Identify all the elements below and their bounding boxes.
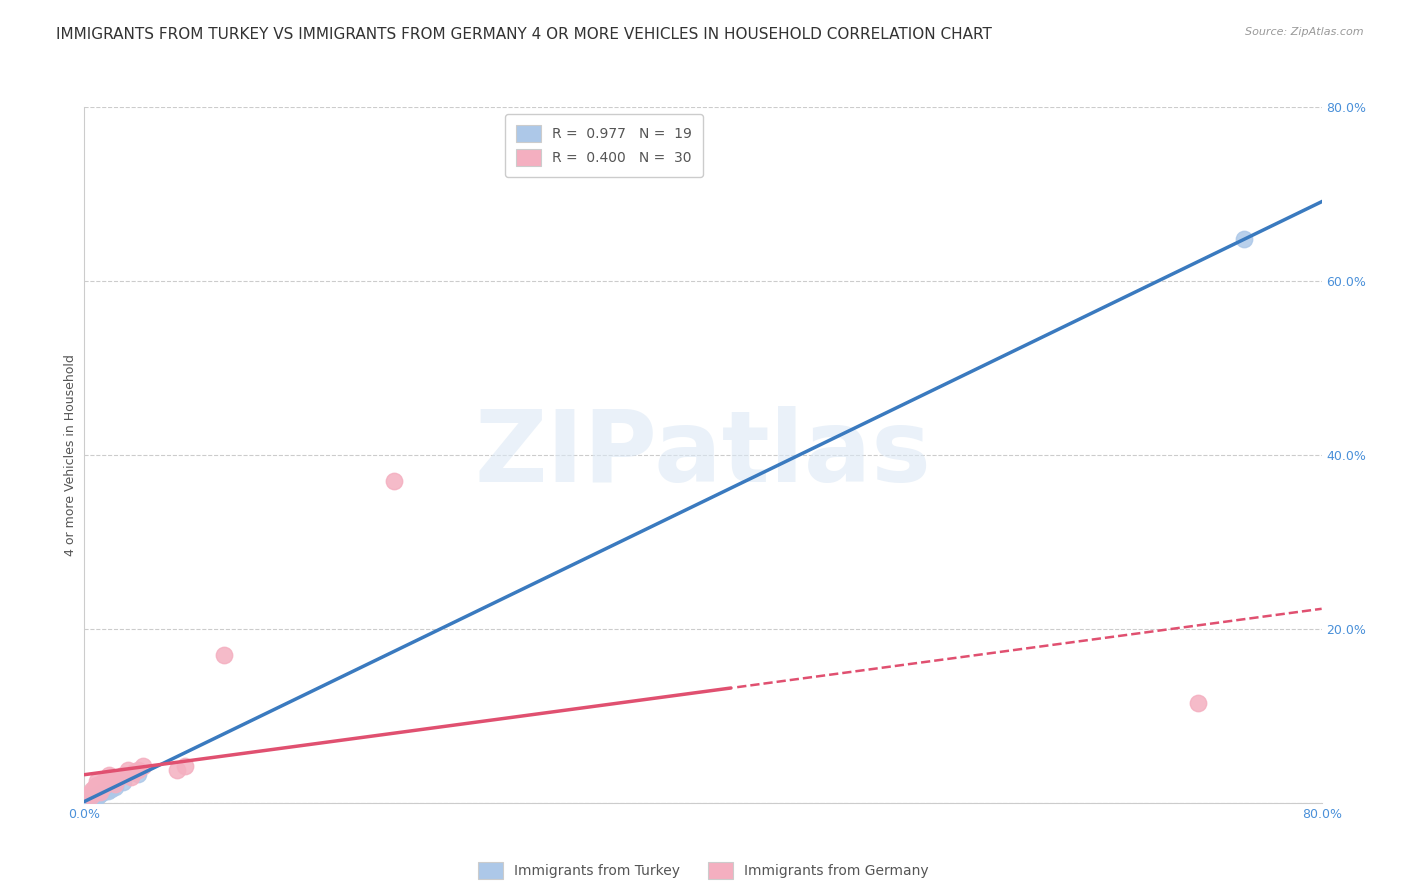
Point [82, 790, 104, 805]
Point [84, 780, 107, 794]
Point [101, 774, 124, 789]
Point [89, 787, 111, 801]
Point [90, 786, 112, 800]
Point [98, 768, 121, 782]
Point [174, 759, 197, 773]
Point [82, 789, 104, 804]
Point [166, 763, 188, 777]
Point [91, 780, 114, 794]
Point [107, 772, 129, 786]
Point [94, 777, 117, 791]
Point [100, 781, 122, 796]
Text: ZIPatlas: ZIPatlas [475, 407, 931, 503]
Point [112, 775, 135, 789]
Point [104, 777, 127, 791]
Point [382, 474, 405, 488]
Point [76, 793, 98, 807]
Text: IMMIGRANTS FROM TURKEY VS IMMIGRANTS FROM GERMANY 4 OR MORE VEHICLES IN HOUSEHOL: IMMIGRANTS FROM TURKEY VS IMMIGRANTS FRO… [56, 27, 993, 42]
Point [96, 783, 118, 797]
Point [79, 789, 101, 803]
Point [83, 791, 105, 805]
Point [212, 648, 235, 662]
Point [93, 774, 115, 789]
Text: Source: ZipAtlas.com: Source: ZipAtlas.com [1246, 27, 1364, 37]
Point [91, 785, 114, 799]
Point [86, 778, 108, 792]
Point [82, 782, 104, 797]
Point [90, 777, 112, 791]
Point [1233, 232, 1256, 246]
Point [87, 782, 110, 797]
Point [127, 767, 149, 781]
Point [117, 763, 139, 777]
Point [77, 791, 100, 805]
Point [89, 785, 111, 799]
Y-axis label: 4 or more Vehicles in Household: 4 or more Vehicles in Household [65, 354, 77, 556]
Point [1187, 696, 1209, 710]
Point [120, 770, 142, 784]
Point [79, 792, 101, 806]
Point [104, 780, 127, 794]
Point [86, 789, 108, 804]
Point [96, 772, 118, 786]
Point [83, 785, 105, 799]
Point [100, 770, 122, 784]
Point [87, 788, 110, 802]
Point [112, 768, 135, 782]
Point [93, 784, 115, 798]
Point [84, 789, 107, 803]
Point [86, 774, 108, 789]
Point [122, 765, 145, 780]
Point [132, 759, 155, 773]
Point [77, 787, 100, 801]
Legend: Immigrants from Turkey, Immigrants from Germany: Immigrants from Turkey, Immigrants from … [471, 855, 935, 887]
Point [127, 763, 149, 777]
